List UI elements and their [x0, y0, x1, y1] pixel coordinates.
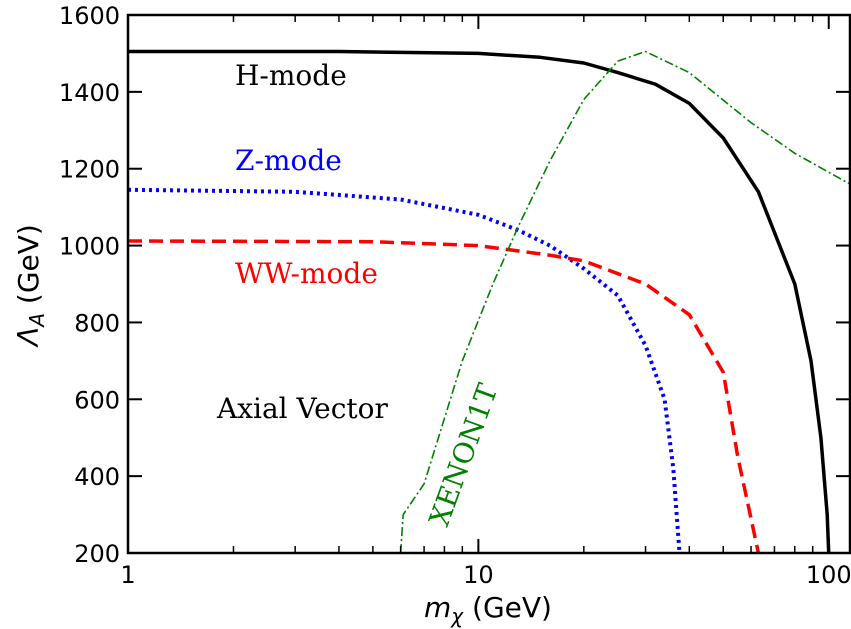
x-axis-symbol: m	[424, 591, 451, 624]
y-tick-label: 200	[74, 540, 120, 568]
y-tick-label: 1400	[59, 79, 120, 107]
series-line-h-mode	[128, 49, 831, 554]
annotation-xenon1t: XENON1T	[423, 379, 505, 530]
annotation-h-mode: H-mode	[235, 59, 347, 92]
x-tick-label: 10	[463, 561, 494, 589]
y-tick-label: 400	[74, 463, 120, 491]
y-axis-title: ΛA (GeV)	[12, 224, 49, 348]
series-line-z-mode	[127, 187, 682, 554]
annotation-z-mode: Z-mode	[235, 144, 342, 177]
x-axis-subscript: χ	[450, 604, 464, 628]
y-axis-subscript: A	[25, 313, 49, 329]
x-axis-unit: (GeV)	[463, 591, 552, 624]
x-axis-title: mχ (GeV)	[424, 591, 552, 628]
tick-label-layer: 1 10 100 200 400 600 800 1000 1200 1400 1600	[59, 2, 851, 589]
series-layer	[127, 49, 851, 554]
x-tick-label: 1	[120, 561, 135, 589]
y-tick-label: 800	[74, 309, 120, 337]
y-tick-label: 1000	[59, 233, 120, 261]
x-tick-label: 100	[806, 561, 851, 589]
annotation-axial-vector: Axial Vector	[216, 392, 389, 425]
y-tick-label: 1600	[59, 2, 120, 30]
series-line-xenon1t	[399, 50, 851, 554]
y-tick-label: 1200	[59, 156, 120, 184]
plot-frame	[126, 13, 851, 555]
series-line-ww-mode	[127, 239, 761, 554]
y-axis-symbol: Λ	[12, 327, 45, 348]
y-tick-label: 600	[74, 386, 120, 414]
y-axis-unit: (GeV)	[12, 224, 45, 313]
annotation-ww-mode: WW-mode	[235, 257, 378, 290]
